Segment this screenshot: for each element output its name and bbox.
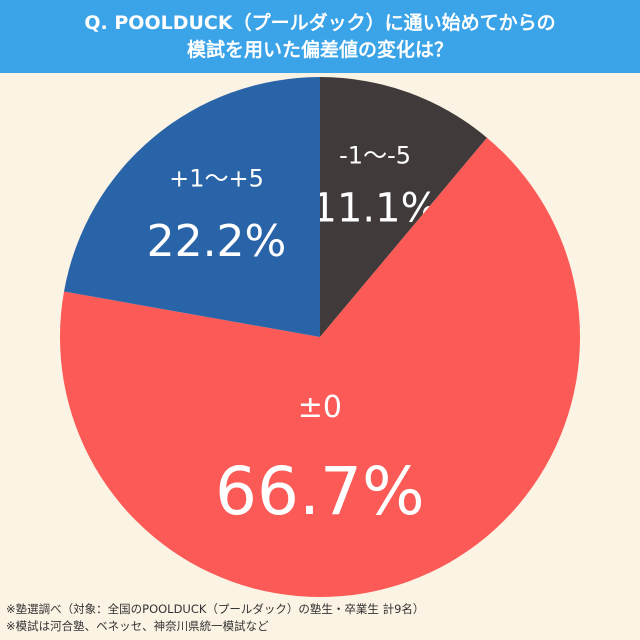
footnote-exams: ※模試は河合塾、ベネッセ、神奈川県統一模試など [6,619,269,633]
footnote-source: ※塾選調べ（対象：全国のPOOLDUCK（プールダック）の塾生・卒業生 計9名） [6,602,425,616]
question-title-line-2: 模試を用いた偏差値の変化は？ [186,38,453,61]
pie-slice-1 [320,77,487,337]
question-title-line-1: Q. POOLDUCK（プールダック）に通い始めてからの [84,11,556,34]
footnotes: ※塾選調べ（対象：全国のPOOLDUCK（プールダック）の塾生・卒業生 計9名）… [6,601,424,635]
pie-slice-2 [60,137,581,598]
question-header: Q. POOLDUCK（プールダック）に通い始めてからの 模試を用いた偏差値の変… [0,0,640,73]
slice-value-2: 66.7% [215,453,425,530]
slice-value-3: 22.2% [147,216,287,267]
slice-label-3: +1〜+5 [169,164,264,192]
slice-label-1: -1〜-5 [339,142,411,170]
slice-label-2: ±0 [298,390,342,425]
pie-slice-3 [64,77,320,337]
